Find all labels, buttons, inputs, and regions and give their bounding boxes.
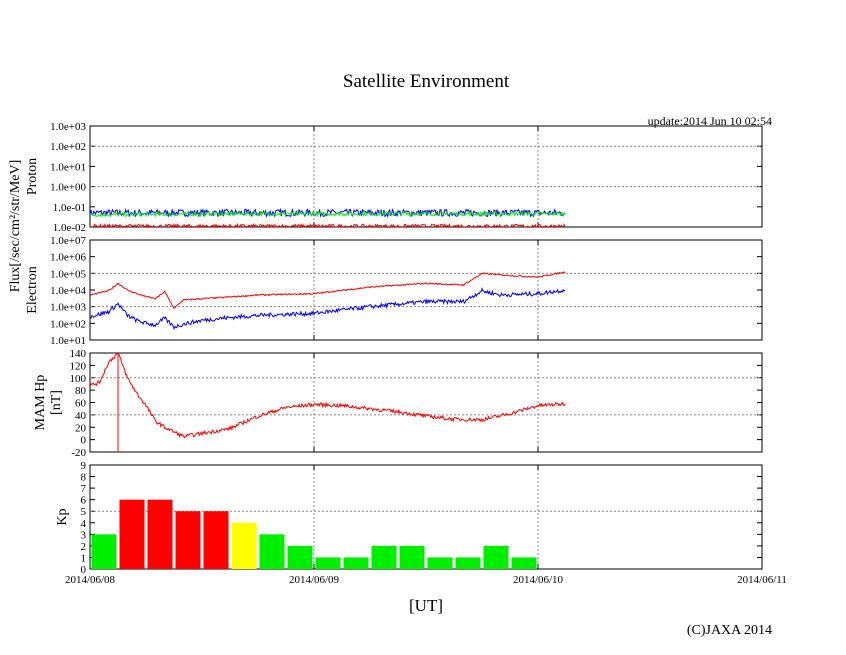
series-electron-0 <box>90 271 566 309</box>
kp-bar <box>399 545 425 569</box>
y-tick-label: 0 <box>81 435 87 447</box>
kp-bar <box>455 557 481 569</box>
chart-title: Satellite Environment <box>343 71 510 92</box>
series-proton-1 <box>90 210 566 218</box>
y-tick-label: 1.0e-02 <box>53 222 86 234</box>
y-tick-label: 1.0e+03 <box>50 302 86 314</box>
kp-bar <box>203 511 229 569</box>
kp-bar <box>483 545 509 569</box>
y-tick-label: 1.0e+04 <box>50 285 86 297</box>
y-tick-label: 1.0e+01 <box>50 335 86 347</box>
kp-bar <box>287 545 313 569</box>
kp-bar <box>91 534 117 569</box>
kp-bar <box>343 557 369 569</box>
y-tick-label: 8 <box>81 472 87 484</box>
update-timestamp: update:2014 Jun 10 02:54 <box>648 114 772 128</box>
y-tick-label: 9 <box>81 460 87 472</box>
x-tick-label: 2014/06/10 <box>513 574 564 586</box>
kp-bar <box>119 499 145 569</box>
y-tick-label: 120 <box>70 360 87 372</box>
panels-group: 1.0e-02 1.0e-01 1.0e+00 1.0e+01 1.0e+02 1.0e+… <box>8 121 787 586</box>
y-axis-label-electron: Electron <box>25 266 40 313</box>
y-tick-label: 1.0e+07 <box>50 235 86 247</box>
y-axis-label-mam-hp: MAM Hp <box>33 375 48 431</box>
y-tick-label: 1.0e+03 <box>50 121 86 133</box>
y-tick-label: 1.0e+05 <box>50 268 86 280</box>
copyright: (C)JAXA 2014 <box>687 623 772 638</box>
y-tick-label: 3 <box>81 529 87 541</box>
series-mam-hp-0 <box>90 353 566 439</box>
y-axis-label-mam-hp-unit: [nT] <box>49 390 64 415</box>
y-tick-label: 4 <box>81 518 87 530</box>
y-tick-label: 1.0e+00 <box>50 182 86 194</box>
y-tick-label: 60 <box>75 398 87 410</box>
y-tick-label: 140 <box>70 348 87 360</box>
y-tick-label: 0 <box>81 564 87 576</box>
x-axis-label: [UT] <box>409 596 443 615</box>
kp-bar <box>147 499 173 569</box>
x-tick-label: 2014/06/11 <box>737 574 787 586</box>
x-tick-label: 2014/06/09 <box>289 574 340 586</box>
y-tick-label: 7 <box>81 483 87 495</box>
panel-frame-mam-hp <box>89 352 763 453</box>
y-axis-label-flux: Flux[/sec/cm²/str/MeV] <box>8 160 23 293</box>
y-axis-label-proton: Proton <box>25 158 40 195</box>
y-tick-label: 2 <box>81 541 87 553</box>
kp-bar <box>231 522 257 569</box>
y-tick-label: 100 <box>70 373 87 385</box>
y-tick-label: 1 <box>81 552 87 564</box>
y-tick-label: 1.0e+02 <box>50 141 86 153</box>
y-tick-label: 1.0e-01 <box>53 202 86 214</box>
y-tick-label: 20 <box>75 422 87 434</box>
panel-frame-kp <box>89 464 763 570</box>
y-tick-label: 1.0e+02 <box>50 318 86 330</box>
x-tick-label: 2014/06/08 <box>65 574 116 586</box>
y-tick-label: 5 <box>81 506 87 518</box>
kp-bar <box>511 557 537 569</box>
series-electron-1 <box>90 287 566 331</box>
y-tick-label: 1.0e+01 <box>50 161 86 173</box>
kp-bar <box>427 557 453 569</box>
series-proton-2 <box>90 222 566 227</box>
kp-bar <box>259 534 285 569</box>
kp-bar <box>371 545 397 569</box>
y-tick-label: 1.0e+06 <box>50 252 86 264</box>
y-axis-label-kp: Kp <box>55 508 70 525</box>
kp-bar <box>175 511 201 569</box>
y-tick-label: -20 <box>71 447 86 459</box>
kp-bar <box>315 557 341 569</box>
y-tick-label: 6 <box>81 495 87 507</box>
y-tick-label: 80 <box>75 385 87 397</box>
y-tick-label: 40 <box>75 410 87 422</box>
